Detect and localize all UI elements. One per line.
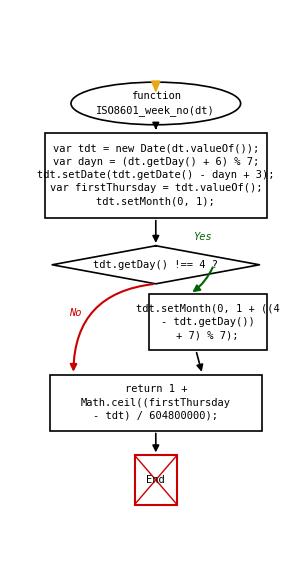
FancyBboxPatch shape	[149, 294, 267, 350]
Text: function
ISO8601_week_no(dt): function ISO8601_week_no(dt)	[96, 91, 215, 115]
Text: tdt.setMonth(0, 1 + ((4
- tdt.getDay())
+ 7) % 7);: tdt.setMonth(0, 1 + ((4 - tdt.getDay()) …	[136, 304, 279, 340]
FancyBboxPatch shape	[135, 455, 177, 505]
Text: Yes: Yes	[193, 232, 212, 242]
Text: No: No	[69, 308, 81, 318]
Text: tdt.getDay() !== 4 ?: tdt.getDay() !== 4 ?	[93, 260, 218, 270]
Polygon shape	[152, 81, 160, 91]
Text: return 1 +
Math.ceil((firstThursday
- tdt) / 604800000);: return 1 + Math.ceil((firstThursday - td…	[81, 384, 231, 421]
Polygon shape	[52, 246, 259, 284]
Text: End: End	[147, 475, 165, 485]
Text: var tdt = new Date(dt.valueOf());
var dayn = (dt.getDay() + 6) % 7;
tdt.setDate(: var tdt = new Date(dt.valueOf()); var da…	[37, 144, 275, 207]
FancyBboxPatch shape	[45, 133, 267, 218]
FancyBboxPatch shape	[50, 375, 262, 431]
Ellipse shape	[71, 82, 241, 125]
